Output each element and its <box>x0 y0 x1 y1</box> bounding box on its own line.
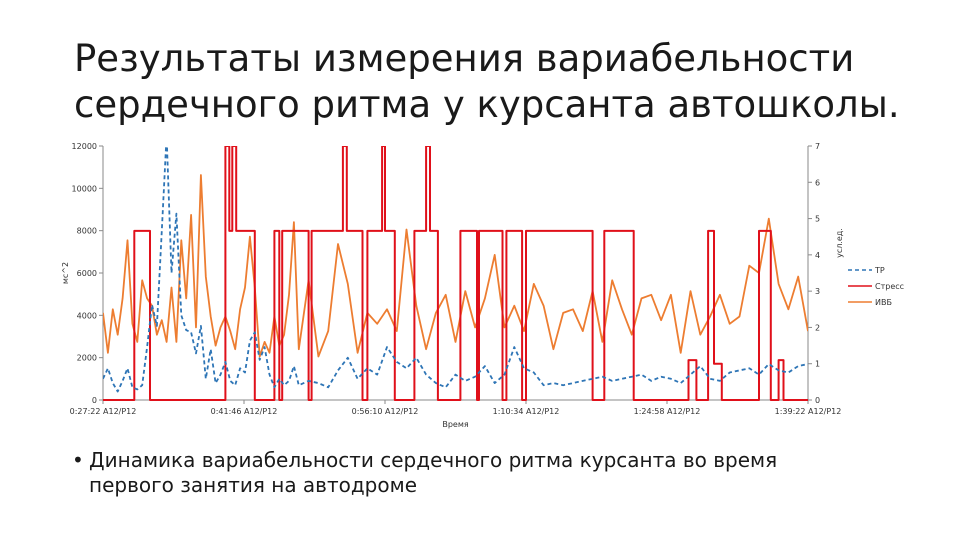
x-axis-title: Время <box>442 420 469 429</box>
legend-tp-label: ТР <box>874 266 885 275</box>
series-ivb-line <box>103 174 808 358</box>
x-tick-label: 1:24:58 A12/P12 <box>634 407 701 416</box>
y-left-tick-label: 12000 <box>72 142 97 151</box>
y-left-tick-label: 10000 <box>72 184 97 193</box>
legend-stress-label: Стресс <box>875 282 904 291</box>
x-tick-label: 0:27:22 A12/P12 <box>70 407 137 416</box>
series-tp-line <box>103 146 808 393</box>
y-left-tick-label: 6000 <box>77 269 97 278</box>
bullet-text: Динамика вариабельности сердечного ритма… <box>89 448 778 497</box>
y-right-tick-label: 7 <box>815 142 820 151</box>
y-left-tick-label: 0 <box>92 396 97 405</box>
y-right-tick-label: 0 <box>815 396 820 405</box>
y-axis-left-title: мс^2 <box>61 262 70 284</box>
bullet-item: • Динамика вариабельности сердечного рит… <box>72 448 832 498</box>
slide-title-line-1: Результаты измерения вариабельности <box>74 37 855 80</box>
chart: 0 2000 4000 6000 8000 10000 12000 0 1 2 3 4 5 6 7 0:27:… <box>61 142 904 429</box>
series-stress-line <box>103 146 808 401</box>
y-left-tick-label: 4000 <box>77 311 97 320</box>
legend-ivb-label: ИВБ <box>875 298 892 307</box>
plot-area <box>103 146 808 401</box>
y-right-tick-label: 5 <box>815 215 820 224</box>
y-axis-right-title: усл.ед. <box>835 228 844 258</box>
y-right-tick-label: 1 <box>815 360 820 369</box>
y-left-tick-label: 8000 <box>77 227 97 236</box>
x-tick-label: 1:10:34 A12/P12 <box>493 407 560 416</box>
x-tick-label: 1:39:22 A12/P12 <box>775 407 842 416</box>
x-tick-label: 0:41:46 A12/P12 <box>211 407 278 416</box>
y-left-tick-label: 2000 <box>77 354 97 363</box>
slide-title-line-2: сердечного ритма у курсанта автошколы. <box>74 83 900 126</box>
y-right-tick-label: 2 <box>815 323 820 332</box>
bullet-marker: • <box>72 448 84 472</box>
slide-title: Результаты измерения вариабельности серд… <box>74 36 934 128</box>
y-right-tick-label: 4 <box>815 251 820 260</box>
y-right-tick-label: 3 <box>815 287 820 296</box>
x-tick-label: 0:56:10 A12/P12 <box>352 407 419 416</box>
y-right-tick-label: 6 <box>815 178 820 187</box>
